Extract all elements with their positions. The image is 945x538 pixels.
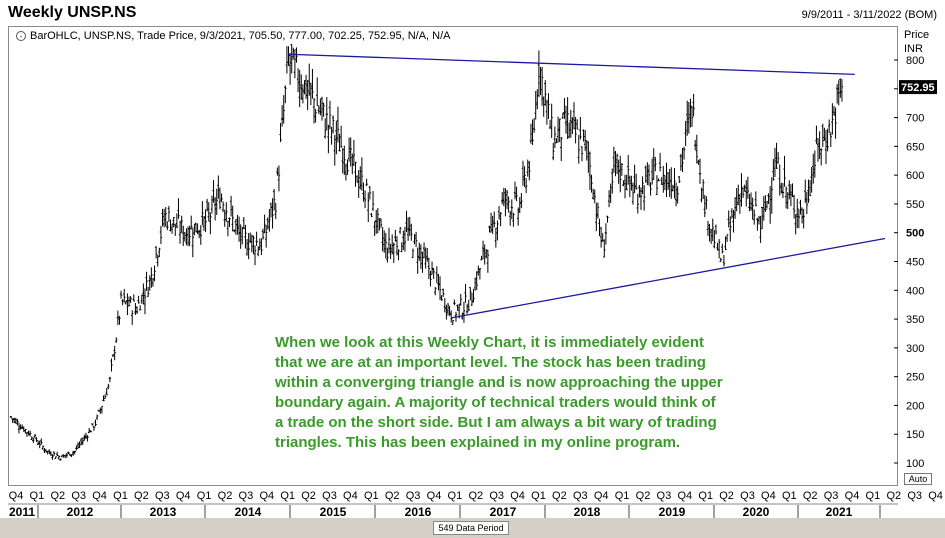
x-tick-label: Q4 [845, 490, 860, 502]
last-price-label: 752.95 [901, 82, 935, 94]
y-tick-label: 700 [906, 113, 924, 125]
x-tick-label: Q3 [406, 490, 421, 502]
x-tick-label: Q1 [280, 490, 295, 502]
x-tick-label: Q2 [552, 490, 567, 502]
x-tick-label: Q3 [740, 490, 755, 502]
y-tick-label: 800 [906, 55, 924, 67]
x-year-label: 2017 [490, 505, 517, 519]
x-tick-label: Q2 [886, 490, 901, 502]
x-year-label: 2013 [150, 505, 177, 519]
x-tick-label: Q1 [531, 490, 546, 502]
x-tick-label: Q4 [9, 490, 24, 502]
x-tick-label: Q3 [573, 490, 588, 502]
y-tick-label: 650 [906, 141, 924, 153]
x-tick-label: Q3 [155, 490, 170, 502]
x-tick-label: Q4 [594, 490, 609, 502]
auto-scale-button[interactable]: Auto [904, 473, 932, 485]
x-tick-label: Q3 [322, 490, 337, 502]
x-tick-label: Q4 [343, 490, 358, 502]
ohlc-bars [9, 43, 844, 461]
x-year-label: 2011 [9, 505, 35, 519]
y-tick-label: 600 [906, 170, 924, 182]
x-axis: Q4 Q1 Q2 Q3 Q4 Q1 Q2 Q3 Q4 Q1 Q2 Q3 Q4 Q1 Q2 Q3 Q4 Q1 Q2 Q3… [8, 490, 943, 519]
y-axis-title-currency: INR [904, 43, 923, 55]
x-year-label: 2012 [67, 505, 94, 519]
x-tick-label: Q1 [615, 490, 630, 502]
y-tick-label: 200 [906, 400, 924, 412]
x-tick-label: Q2 [803, 490, 818, 502]
x-tick-label: Q2 [218, 490, 233, 502]
x-tick-label: Q1 [30, 490, 45, 502]
trendlines [288, 53, 886, 319]
trendline-lower [451, 237, 886, 319]
x-tick-label: Q3 [907, 490, 922, 502]
y-tick-label: 250 [906, 372, 924, 384]
x-year-label: 2015 [320, 505, 347, 519]
x-tick-label: Q4 [92, 490, 107, 502]
y-tick-label: 100 [906, 458, 924, 470]
y-tick-label: 500 [906, 228, 924, 240]
x-tick-label: Q4 [259, 490, 274, 502]
x-tick-label: Q2 [134, 490, 149, 502]
x-tick-label: Q2 [50, 490, 65, 502]
y-axis-title-price: Price [904, 29, 930, 41]
x-tick-label: Q2 [719, 490, 734, 502]
x-tick-label: Q3 [489, 490, 504, 502]
y-tick-label: 550 [906, 199, 924, 211]
last-price-badge [899, 80, 937, 95]
x-tick-label: Q2 [636, 490, 651, 502]
x-tick-label: Q1 [782, 490, 797, 502]
x-year-label: 2019 [659, 505, 686, 519]
x-tick-label: Q4 [510, 490, 525, 502]
x-tick-label: Q2 [468, 490, 483, 502]
x-tick-label: Q3 [71, 490, 86, 502]
x-tick-label: Q1 [197, 490, 212, 502]
x-tick-label: Q2 [385, 490, 400, 502]
x-tick-label: Q4 [928, 490, 943, 502]
x-tick-label: Q1 [698, 490, 713, 502]
y-tick-label: 150 [906, 429, 924, 441]
x-year-label: 2018 [574, 505, 601, 519]
x-year-label: 2020 [743, 505, 770, 519]
y-tick-label: 450 [906, 257, 924, 269]
x-tick-label: Q3 [239, 490, 254, 502]
x-tick-label: Q2 [301, 490, 316, 502]
chart-header: Weekly UNSP.NS 9/9/2011 - 3/11/2022 (BOM… [0, 0, 945, 26]
y-axis: 100 150 200 250 300 350 400 450 500 550 600 650 700 7… [894, 55, 937, 470]
x-tick-label: Q1 [113, 490, 128, 502]
x-year-label: 2021 [826, 505, 853, 519]
series-legend[interactable]: - BarOHLC, UNSP.NS, Trade Price, 9/3/202… [16, 30, 451, 42]
date-range: 9/9/2011 - 3/11/2022 (BOM) [801, 9, 937, 21]
series-settings-icon[interactable]: - [16, 31, 26, 41]
y-tick-label: 400 [906, 285, 924, 297]
x-tick-label: Q3 [824, 490, 839, 502]
chart-annotation: When we look at this Weekly Chart, it is… [275, 334, 723, 451]
x-tick-label: Q1 [866, 490, 881, 502]
x-tick-label: Q4 [677, 490, 692, 502]
series-legend-text: BarOHLC, UNSP.NS, Trade Price, 9/3/2021,… [30, 30, 451, 42]
x-tick-label: Q1 [448, 490, 463, 502]
data-period-indicator[interactable]: 549 Data Period [433, 521, 509, 535]
x-tick-label: Q3 [657, 490, 672, 502]
x-tick-label: Q4 [427, 490, 442, 502]
x-tick-label: Q4 [761, 490, 776, 502]
x-year-label: 2014 [235, 505, 262, 519]
x-tick-label: Q1 [364, 490, 379, 502]
trendline-upper [288, 53, 855, 76]
x-tick-label: Q4 [176, 490, 191, 502]
y-tick-label: 350 [906, 314, 924, 326]
x-year-label: 2016 [405, 505, 432, 519]
y-tick-label: 300 [906, 343, 924, 355]
chart-title: Weekly UNSP.NS [8, 4, 137, 21]
